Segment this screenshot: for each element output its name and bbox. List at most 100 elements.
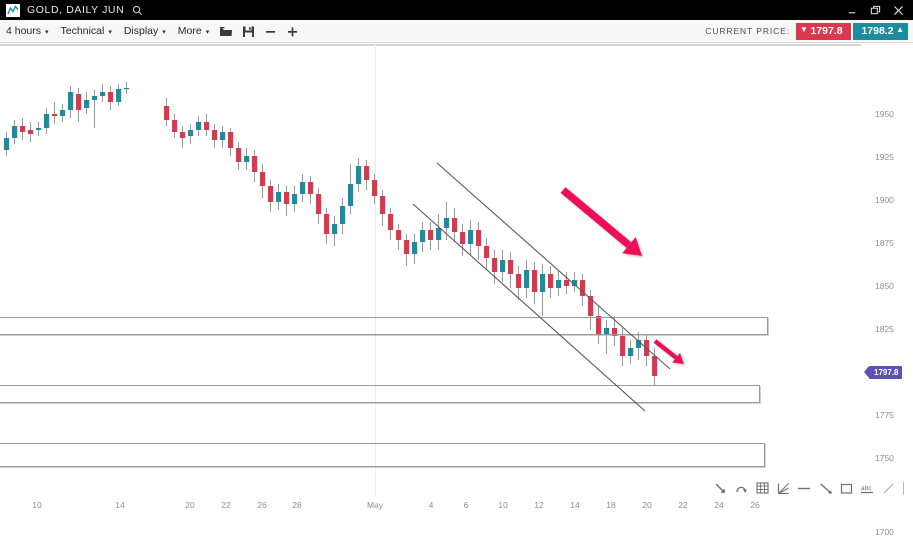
direction-arrows[interactable] (560, 187, 684, 364)
candle (500, 250, 506, 282)
cursor-arrow-tool[interactable] (712, 480, 728, 496)
candle (44, 108, 50, 134)
candle (572, 272, 578, 292)
technical-dropdown[interactable]: Technical ▾ (55, 20, 118, 42)
candle (28, 122, 34, 142)
time-tick: 24 (714, 500, 724, 510)
candle (548, 266, 554, 298)
supply-zone-lower[interactable] (0, 443, 765, 467)
candle (324, 208, 330, 244)
candle (276, 184, 282, 210)
channel-upper-line[interactable] (436, 162, 671, 370)
period-divider-line (375, 44, 376, 495)
minus-icon[interactable] (260, 20, 280, 42)
candle (516, 266, 522, 300)
chart-drawings-layer (412, 162, 684, 412)
candle (404, 234, 410, 266)
plus-icon[interactable] (282, 20, 302, 42)
arrow-down-icon: ▼ (800, 24, 808, 34)
candle (124, 82, 130, 94)
candle (284, 186, 290, 216)
candle (492, 250, 498, 284)
candle (636, 332, 642, 360)
minimize-icon[interactable] (845, 3, 859, 17)
current-price-flag[interactable]: 1797.8 (863, 366, 903, 379)
candle (356, 158, 362, 192)
save-icon[interactable] (238, 20, 258, 42)
annotation-arrow-large[interactable] (560, 187, 642, 256)
display-dropdown[interactable]: Display ▾ (118, 20, 172, 42)
candle (428, 222, 434, 250)
price-tick: 1850 (875, 281, 894, 291)
price-axis[interactable]: 1950192519001875185018251800177517501725… (861, 44, 913, 537)
candle (228, 128, 234, 156)
candle (444, 202, 450, 240)
time-tick: 10 (32, 500, 42, 510)
horizontal-line-tool[interactable] (796, 480, 812, 496)
price-tick: 1875 (875, 238, 894, 248)
ray-tool[interactable] (880, 480, 896, 496)
supply-zone-upper[interactable] (0, 317, 768, 335)
candle (92, 90, 98, 128)
current-price-label: CURRENT PRICE: (705, 26, 790, 36)
price-tick: 1900 (875, 195, 894, 205)
price-tick: 1925 (875, 152, 894, 162)
candle (460, 224, 466, 256)
toolbar-separator (903, 481, 904, 495)
supply-zone-middle[interactable] (0, 385, 760, 403)
candle (4, 132, 10, 156)
text-tool[interactable]: abc (859, 480, 875, 496)
more-dropdown[interactable]: More ▾ (172, 20, 215, 42)
time-tick: May (366, 500, 384, 510)
candle (564, 272, 570, 294)
restore-icon[interactable] (868, 3, 882, 17)
candle (532, 262, 538, 304)
time-tick: 6 (463, 500, 469, 510)
candle (628, 340, 634, 364)
channel-lower-line[interactable] (412, 203, 646, 412)
folder-open-icon[interactable] (216, 20, 236, 42)
price-tick: 1775 (875, 410, 894, 420)
search-icon[interactable] (132, 5, 143, 16)
chevron-down-icon: ▾ (162, 29, 166, 36)
technical-label: Technical (60, 25, 105, 37)
descending-channel[interactable] (412, 162, 671, 412)
candle (316, 188, 322, 224)
candle (396, 224, 402, 250)
price-tick: 1750 (875, 453, 894, 463)
rectangle-tool[interactable] (838, 480, 854, 496)
grid-table-tool[interactable] (754, 480, 770, 496)
window-controls (845, 3, 905, 17)
time-tick: 22 (678, 500, 688, 510)
undo-tool[interactable] (733, 480, 749, 496)
candle (76, 88, 82, 122)
candle (380, 190, 386, 226)
candle (236, 142, 242, 170)
bid-price-value: 1797.8 (810, 25, 843, 37)
time-tick: 14 (115, 500, 125, 510)
candle (452, 208, 458, 242)
candle (268, 180, 274, 212)
chart-top-divider (0, 44, 861, 46)
time-tick: 28 (292, 500, 302, 510)
candle (340, 198, 346, 234)
timeframe-dropdown[interactable]: 4 hours ▾ (0, 20, 55, 42)
candle (652, 348, 658, 386)
candle (508, 252, 514, 288)
ask-price-button[interactable]: 1798.2 ▲ (853, 22, 908, 40)
window-title: GOLD, DAILY JUN (27, 4, 125, 16)
candle (300, 174, 306, 202)
close-icon[interactable] (891, 3, 905, 17)
time-tick: 26 (750, 500, 760, 510)
bid-price-button[interactable]: ▼ 1797.8 (796, 22, 851, 40)
candle (172, 114, 178, 138)
annotation-arrow-small[interactable] (653, 339, 684, 364)
trend-line-tool[interactable] (817, 480, 833, 496)
drawing-tools-toolbar: abc× (712, 478, 913, 498)
chart-plot-area[interactable] (0, 44, 861, 495)
candle (188, 124, 194, 144)
fib-fan-tool[interactable] (775, 480, 791, 496)
time-axis[interactable]: 10 14 20 22 26 28 May 4 6 10 12 14 18 20 22 24 26 (0, 495, 913, 519)
candle (68, 86, 74, 118)
